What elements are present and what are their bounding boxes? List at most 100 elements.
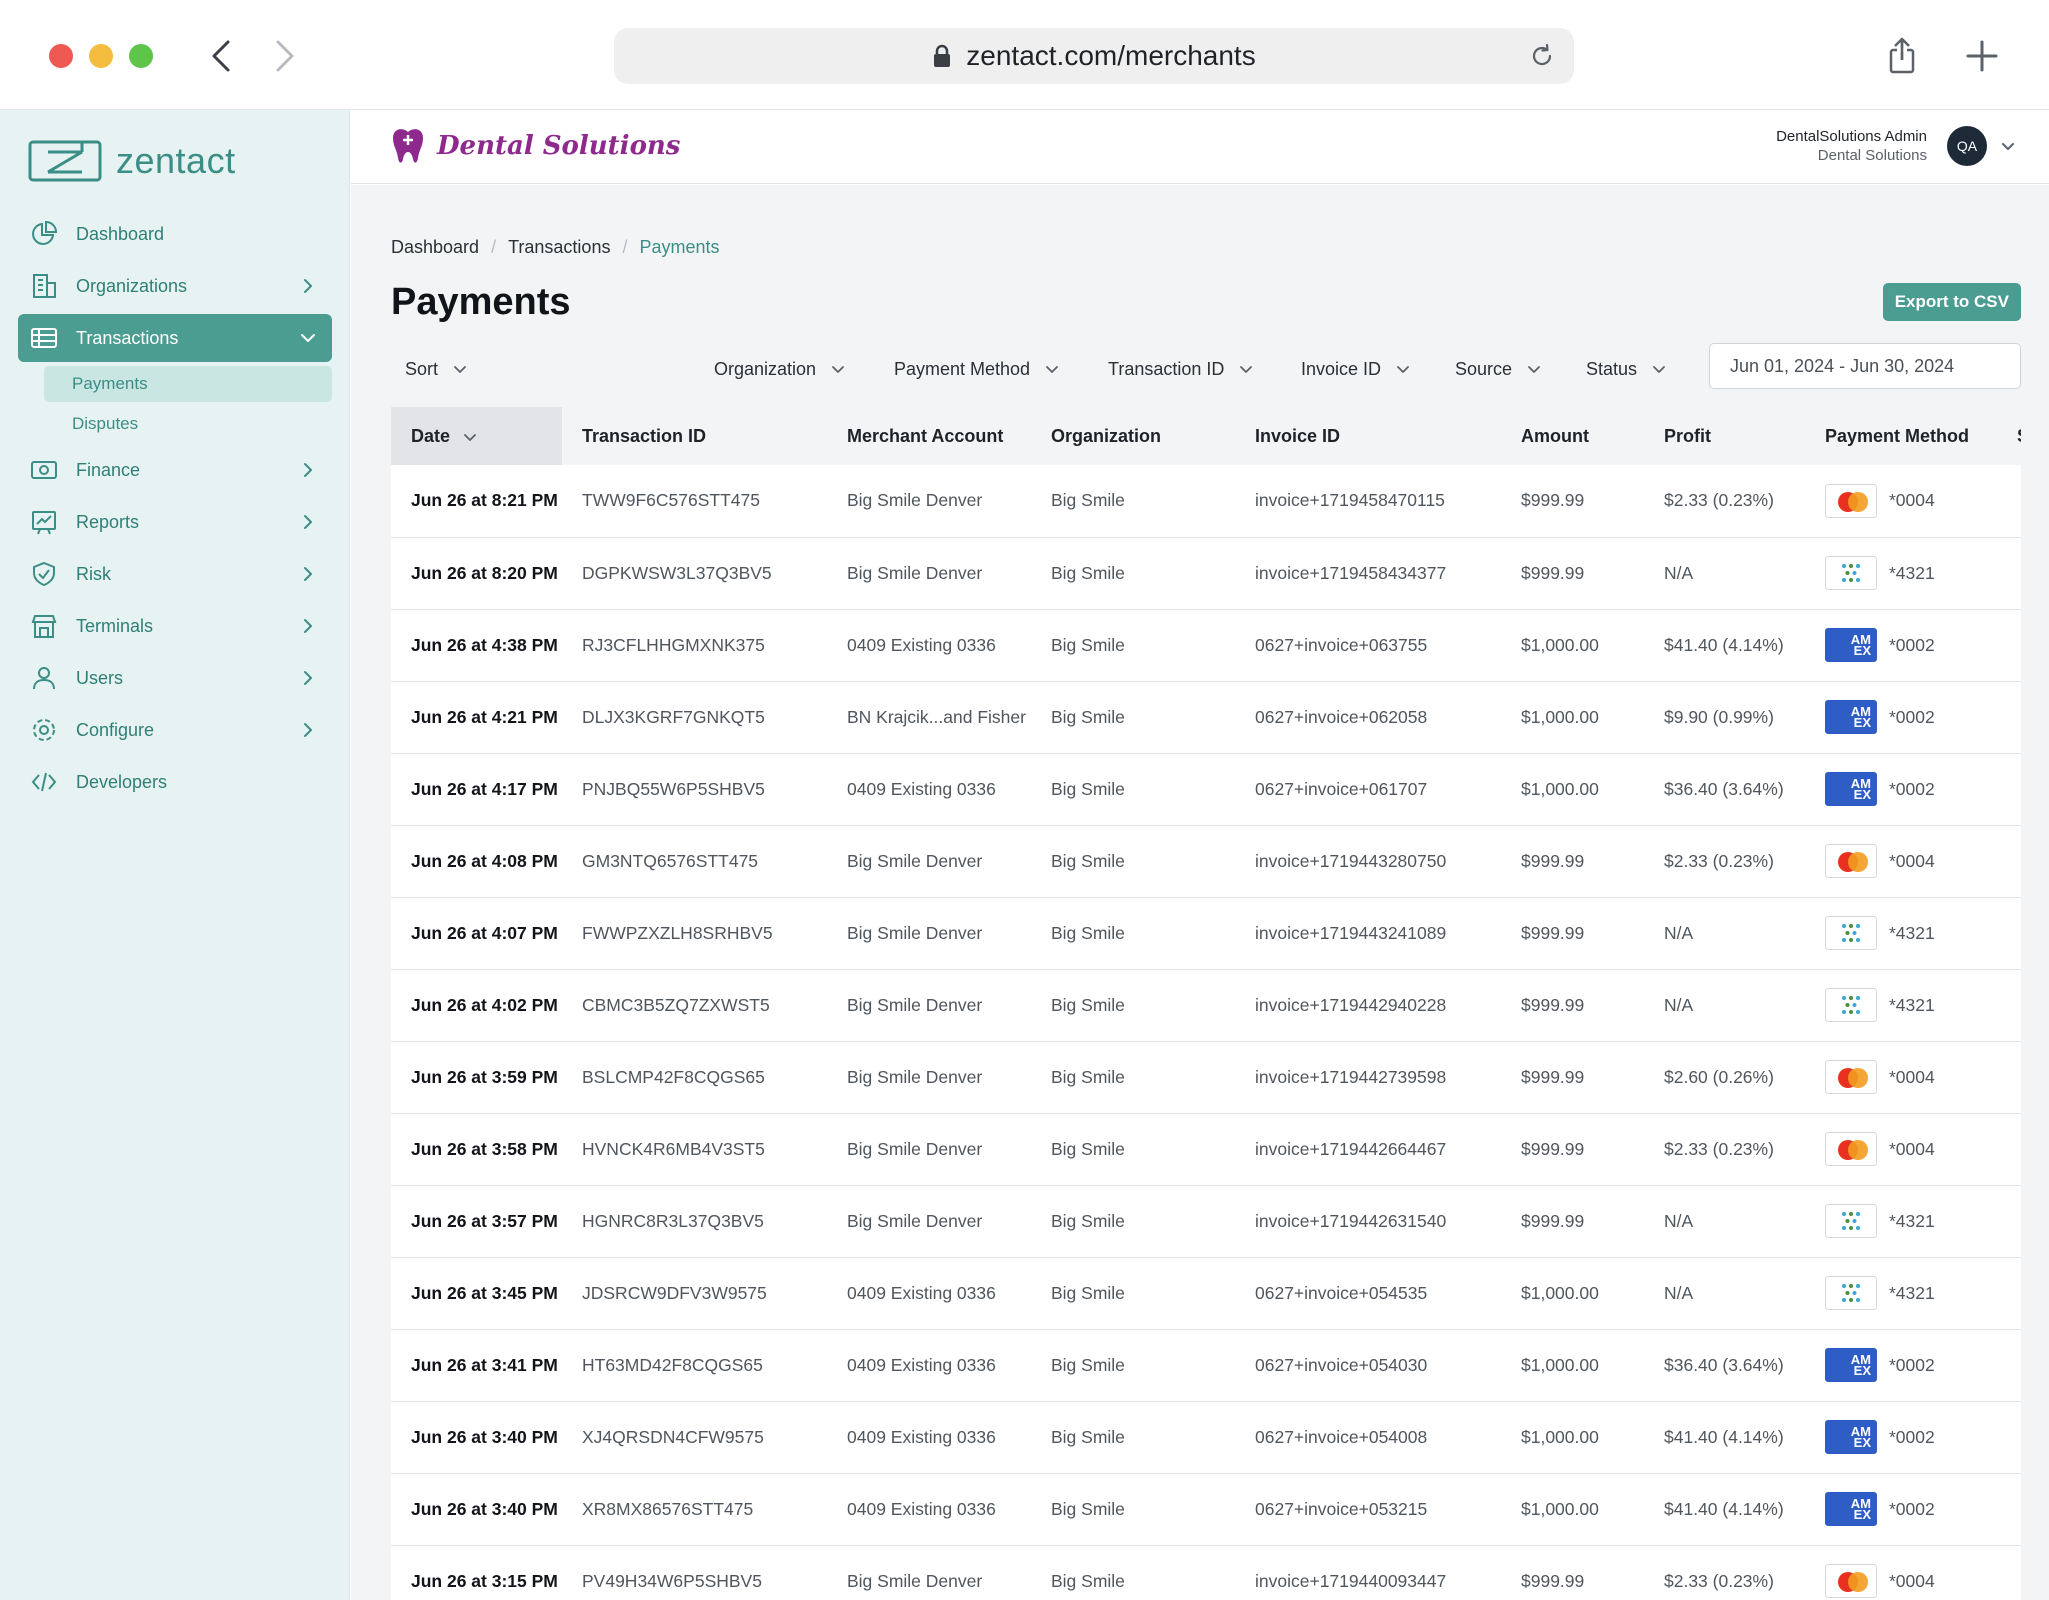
chevron-right-icon [2017, 561, 2021, 581]
card-last4: *0002 [1889, 1426, 1935, 1447]
table-row[interactable]: Jun 26 at 3:40 PM XJ4QRSDN4CFW9575 0409 Ex… [391, 1401, 2021, 1474]
payment-method-filter[interactable]: Payment Method [894, 343, 1060, 395]
cell-invoice-id: invoice+1719443241089 [1235, 897, 1501, 970]
sidebar-item-finance[interactable]: Finance [18, 446, 332, 494]
cell-invoice-id: invoice+1719442940228 [1235, 969, 1501, 1042]
cell-date: Jun 26 at 4:08 PM [391, 825, 562, 898]
cell-row-action[interactable] [1997, 681, 2021, 754]
cell-row-action[interactable] [1997, 1041, 2021, 1114]
table-row[interactable]: Jun 26 at 3:59 PM BSLCMP42F8CQGS65 Big Smi… [391, 1041, 2021, 1114]
table-row[interactable]: Jun 26 at 4:07 PM FWWPZXZLH8SRHBV5 Big Smi… [391, 897, 2021, 970]
sidebar-item-transactions[interactable]: Transactions [18, 314, 332, 362]
mastercard-icon [1825, 844, 1877, 878]
table-row[interactable]: Jun 26 at 4:17 PM PNJBQ55W6P5SHBV5 0409 Ex… [391, 753, 2021, 826]
table-row[interactable]: Jun 26 at 4:02 PM CBMC3B5ZQ7ZXWST5 Big Smi… [391, 969, 2021, 1042]
cell-row-action[interactable] [1997, 897, 2021, 970]
cell-row-action[interactable] [1997, 825, 2021, 898]
table-row[interactable]: Jun 26 at 3:40 PM XR8MX86576STT475 0409 Ex… [391, 1473, 2021, 1546]
cell-row-action[interactable] [1997, 753, 2021, 826]
brand-logo[interactable]: Dental Solutions [389, 126, 680, 166]
table-row[interactable]: Jun 26 at 3:15 PM PV49H34W6P5SHBV5 Big Smi… [391, 1545, 2021, 1600]
cell-row-action[interactable] [1997, 1473, 2021, 1546]
table-row[interactable]: Jun 26 at 8:20 PM DGPKWSW3L37Q3BV5 Big Smi… [391, 537, 2021, 610]
sort-dropdown[interactable]: Sort [405, 343, 468, 395]
share-icon[interactable] [1882, 36, 1922, 76]
cell-row-action[interactable] [1997, 537, 2021, 610]
table-row[interactable]: Jun 26 at 8:21 PM TWW9F6C576STT475 Big Smi… [391, 465, 2021, 538]
forward-arrow-icon[interactable] [264, 36, 304, 76]
cell-organization: Big Smile [1031, 537, 1235, 610]
cell-profit: $36.40 (3.64%) [1644, 753, 1805, 826]
sidebar-item-reports[interactable]: Reports [18, 498, 332, 546]
invoice-id-filter[interactable]: Invoice ID [1301, 343, 1411, 395]
table-row[interactable]: Jun 26 at 3:58 PM HVNCK4R6MB4V3ST5 Big Smi… [391, 1113, 2021, 1186]
mastercard-icon [1825, 1132, 1877, 1166]
address-bar[interactable]: zentact.com/merchants [614, 28, 1574, 84]
chevron-right-icon [2017, 993, 2021, 1013]
cell-row-action[interactable] [1997, 609, 2021, 682]
avatar[interactable]: QA [1947, 126, 1987, 166]
column-header-profit: Profit [1644, 407, 1805, 465]
source-filter[interactable]: Source [1455, 343, 1542, 395]
date-range-picker[interactable]: Jun 01, 2024 - Jun 30, 2024 [1709, 343, 2021, 389]
cell-profit: N/A [1644, 1185, 1805, 1258]
cell-row-action[interactable] [1997, 465, 2021, 538]
cell-row-action[interactable] [1997, 1113, 2021, 1186]
new-tab-icon[interactable] [1962, 36, 2002, 76]
zentact-logo[interactable]: zentact [28, 138, 236, 184]
chevron-down-icon [1653, 366, 1665, 373]
chevron-right-icon [304, 723, 312, 737]
back-arrow-icon[interactable] [202, 36, 242, 76]
organization-filter[interactable]: Organization [714, 343, 846, 395]
close-window-button[interactable] [49, 44, 73, 68]
cell-transaction-id: JDSRCW9DFV3W9575 [562, 1257, 827, 1330]
minimize-window-button[interactable] [89, 44, 113, 68]
sidebar-item-risk[interactable]: Risk [18, 550, 332, 598]
cell-transaction-id: TWW9F6C576STT475 [562, 465, 827, 538]
sidebar-subitem-disputes[interactable]: Disputes [44, 406, 332, 442]
cell-invoice-id: 0627+invoice+062058 [1235, 681, 1501, 754]
sidebar-subitem-payments[interactable]: Payments [44, 366, 332, 402]
table-row[interactable]: Jun 26 at 3:57 PM HGNRC8R3L37Q3BV5 Big Smi… [391, 1185, 2021, 1258]
chevron-down-icon [1240, 366, 1253, 373]
table-row[interactable]: Jun 26 at 4:38 PM RJ3CFLHHGMXNK375 0409 Ex… [391, 609, 2021, 682]
sidebar-item-developers[interactable]: Developers [18, 758, 332, 806]
column-header-date[interactable]: Date [391, 407, 562, 465]
table-row[interactable]: Jun 26 at 3:41 PM HT63MD42F8CQGS65 0409 Ex… [391, 1329, 2021, 1402]
url-text: zentact.com/merchants [966, 40, 1256, 71]
chevron-down-icon[interactable] [1999, 137, 2017, 155]
cell-row-action[interactable] [1997, 1257, 2021, 1330]
cell-row-action[interactable] [1997, 1329, 2021, 1402]
breadcrumb-transactions[interactable]: Transactions [508, 237, 611, 257]
table-row[interactable]: Jun 26 at 4:08 PM GM3NTQ6576STT475 Big Smi… [391, 825, 2021, 898]
cell-row-action[interactable] [1997, 1185, 2021, 1258]
cell-merchant-account: Big Smile Denver [827, 1113, 1031, 1186]
reload-icon[interactable] [1528, 42, 1556, 70]
cell-date: Jun 26 at 4:17 PM [391, 753, 562, 826]
cell-row-action[interactable] [1997, 1401, 2021, 1474]
user-org: Dental Solutions [1817, 147, 1927, 164]
cell-row-action[interactable] [1997, 969, 2021, 1042]
status-filter[interactable]: Status [1586, 343, 1667, 395]
sidebar-item-terminals[interactable]: Terminals [18, 602, 332, 650]
sidebar-item-configure[interactable]: Configure [18, 706, 332, 754]
mastercard-icon [1825, 1564, 1877, 1598]
transaction-id-filter[interactable]: Transaction ID [1108, 343, 1254, 395]
sidebar-item-dashboard[interactable]: Dashboard [18, 210, 332, 258]
sidebar-item-organizations[interactable]: Organizations [18, 262, 332, 310]
maximize-window-button[interactable] [129, 44, 153, 68]
cell-amount: $999.99 [1501, 1545, 1644, 1600]
chevron-right-icon [2017, 1281, 2021, 1301]
amex-icon: AM EX [1825, 1348, 1877, 1382]
sidebar-subitem-label: Disputes [72, 414, 139, 433]
cell-row-action[interactable] [1997, 1545, 2021, 1600]
export-csv-button[interactable]: Export to CSV [1882, 283, 2021, 321]
table-row[interactable]: Jun 26 at 3:45 PM JDSRCW9DFV3W9575 0409 Ex… [391, 1257, 2021, 1330]
sidebar-item-users[interactable]: Users [18, 654, 332, 702]
cell-date: Jun 26 at 4:21 PM [391, 681, 562, 754]
breadcrumb-dashboard[interactable]: Dashboard [391, 237, 480, 257]
card-last4: *0004 [1889, 1138, 1935, 1159]
user-menu[interactable]: DentalSolutions Admin Dental Solutions Q… [1776, 126, 2017, 166]
cell-payment-method: *0004 [1805, 1545, 1997, 1600]
table-row[interactable]: Jun 26 at 4:21 PM DLJX3KGRF7GNKQT5 BN Kraj… [391, 681, 2021, 754]
